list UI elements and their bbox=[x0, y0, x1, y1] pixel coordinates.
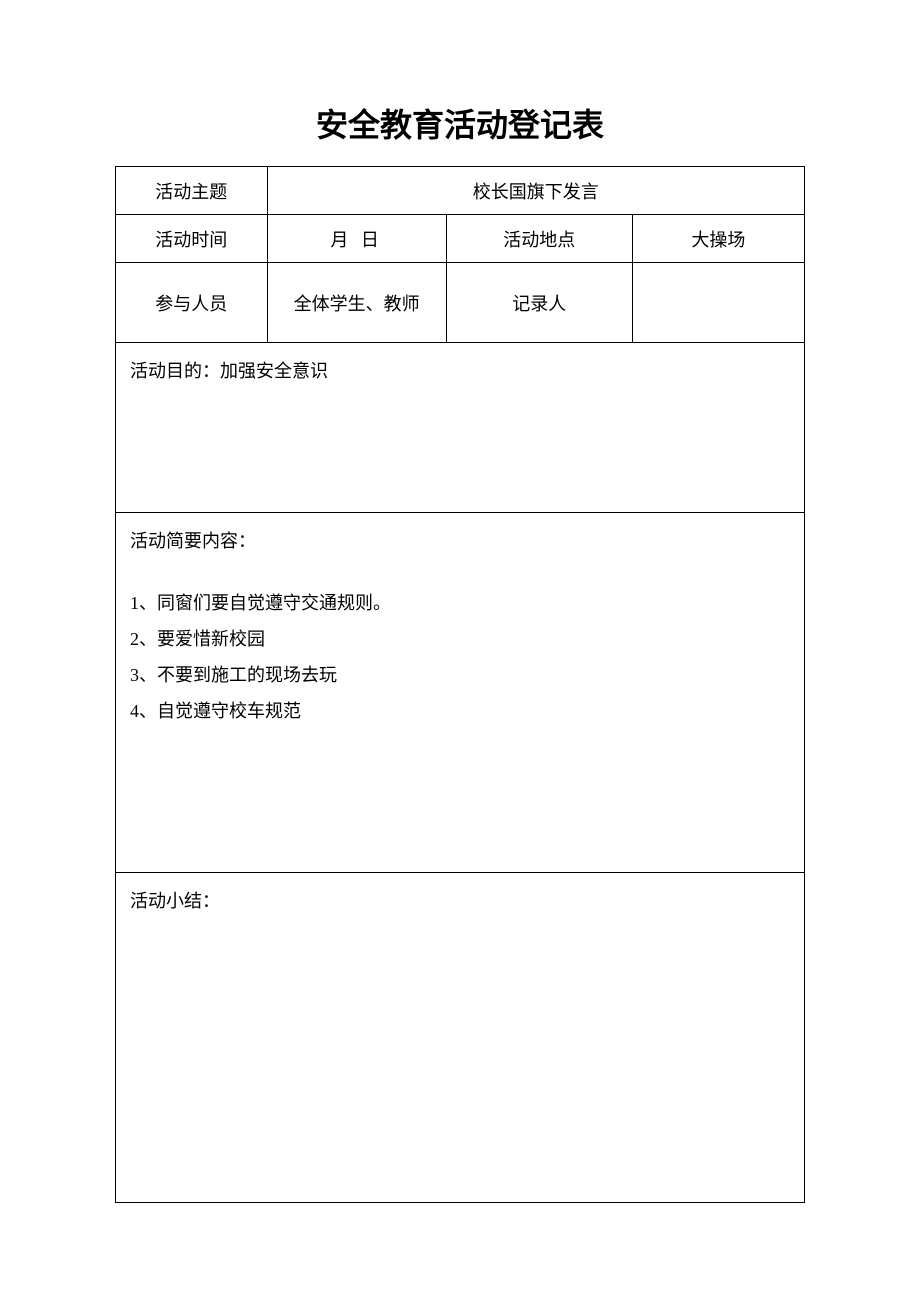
location-value: 大操场 bbox=[632, 215, 804, 263]
summary-label: 活动小结： bbox=[130, 885, 790, 917]
content-item: 4、自觉遵守校车规范 bbox=[130, 693, 790, 729]
time-label: 活动时间 bbox=[116, 215, 268, 263]
purpose-row: 活动目的：加强安全意识 bbox=[116, 343, 805, 513]
document-title: 安全教育活动登记表 bbox=[115, 100, 805, 146]
content-row: 活动简要内容： 1、同窗们要自觉遵守交通规则。 2、要爱惜新校园 3、不要到施工… bbox=[116, 513, 805, 873]
content-item: 3、不要到施工的现场去玩 bbox=[130, 657, 790, 693]
purpose-text: 活动目的：加强安全意识 bbox=[130, 355, 790, 387]
theme-row: 活动主题 校长国旗下发言 bbox=[116, 167, 805, 215]
summary-cell: 活动小结： bbox=[116, 873, 805, 1203]
content-list: 1、同窗们要自觉遵守交通规则。 2、要爱惜新校园 3、不要到施工的现场去玩 4、… bbox=[130, 585, 790, 729]
content-item: 2、要爱惜新校园 bbox=[130, 621, 790, 657]
participants-row: 参与人员 全体学生、教师 记录人 bbox=[116, 263, 805, 343]
registration-table: 活动主题 校长国旗下发言 活动时间 月 日 活动地点 大操场 参与人员 全体学生… bbox=[115, 166, 805, 1203]
location-label: 活动地点 bbox=[446, 215, 632, 263]
content-item: 1、同窗们要自觉遵守交通规则。 bbox=[130, 585, 790, 621]
summary-row: 活动小结： bbox=[116, 873, 805, 1203]
participants-label: 参与人员 bbox=[116, 263, 268, 343]
time-location-row: 活动时间 月 日 活动地点 大操场 bbox=[116, 215, 805, 263]
participants-value: 全体学生、教师 bbox=[267, 263, 446, 343]
theme-label: 活动主题 bbox=[116, 167, 268, 215]
content-cell: 活动简要内容： 1、同窗们要自觉遵守交通规则。 2、要爱惜新校园 3、不要到施工… bbox=[116, 513, 805, 873]
content-label: 活动简要内容： bbox=[130, 525, 790, 557]
theme-value: 校长国旗下发言 bbox=[267, 167, 804, 215]
time-value: 月 日 bbox=[267, 215, 446, 263]
recorder-label: 记录人 bbox=[446, 263, 632, 343]
recorder-value bbox=[632, 263, 804, 343]
purpose-cell: 活动目的：加强安全意识 bbox=[116, 343, 805, 513]
